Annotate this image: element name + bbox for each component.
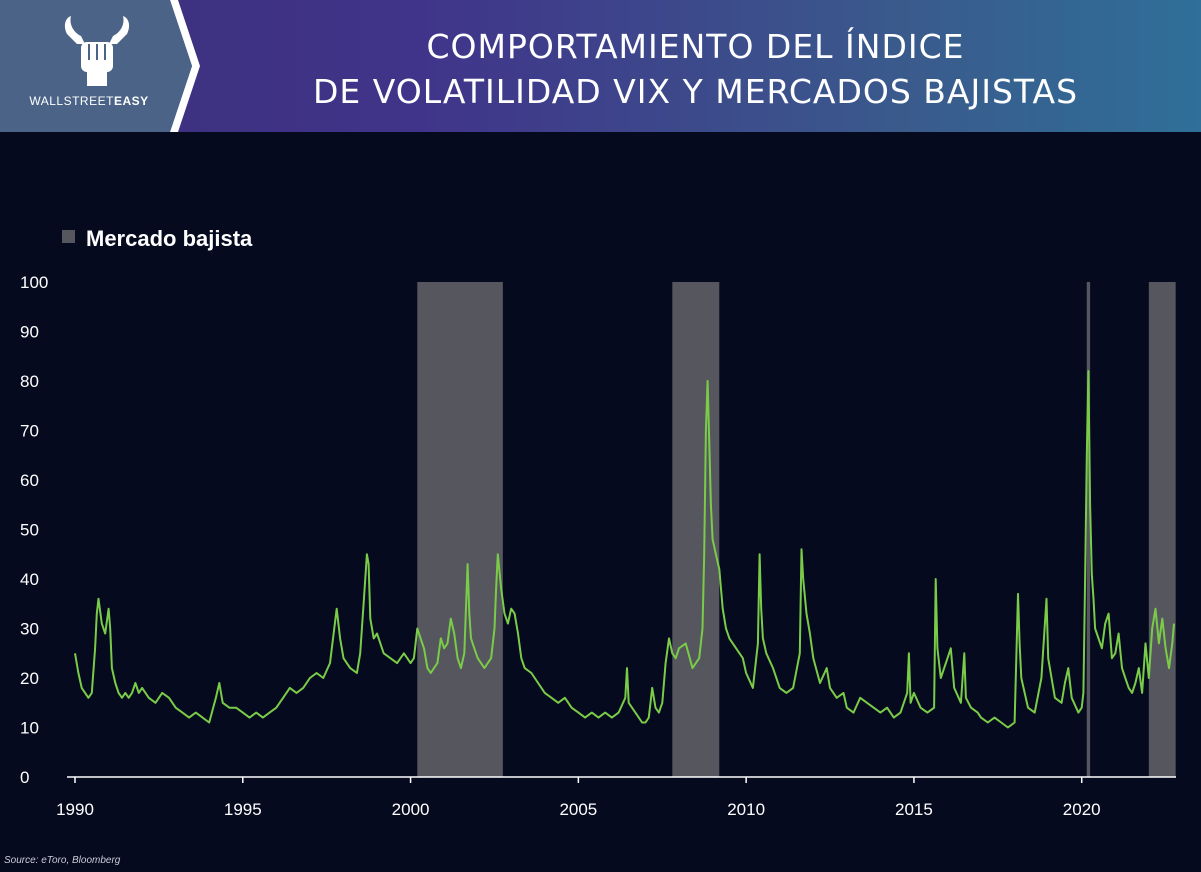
y-tick-label: 40 (20, 570, 39, 589)
source-note: Source: eToro, Bloomberg (4, 855, 121, 866)
bear-market-band-2 (1086, 282, 1091, 777)
x-tick-label: 2010 (727, 800, 765, 819)
x-tick-label: 2020 (1063, 800, 1101, 819)
y-tick-label: 0 (20, 768, 29, 787)
x-axis: 1990 1995 2000 2005 2010 2015 2020 (56, 776, 1176, 819)
y-tick-label: 100 (20, 273, 48, 292)
y-tick-label: 60 (20, 471, 39, 490)
y-tick-label: 80 (20, 372, 39, 391)
title-line-2: DE VOLATILIDAD VIX Y MERCADOS BAJISTAS (312, 72, 1079, 111)
y-tick-label: 30 (20, 620, 39, 639)
y-axis: 0 10 20 30 40 50 60 70 80 90 100 (20, 273, 48, 787)
y-tick-label: 70 (20, 422, 39, 441)
brand-name-part1: WALLSTREET (29, 94, 114, 108)
bear-market-band-3 (1148, 282, 1176, 777)
x-tick-label: 2005 (559, 800, 597, 819)
y-tick-label: 20 (20, 669, 39, 688)
title-line-1: COMPORTAMIENTO DEL ÍNDICE (426, 27, 965, 66)
vix-chart: 0 10 20 30 40 50 60 70 80 90 100 1990 1995 2000 2005 2… (20, 226, 1176, 819)
x-tick-label: 1990 (56, 800, 94, 819)
bull-fist-icon (64, 16, 130, 86)
x-tick-label: 2015 (895, 800, 933, 819)
brand-name-part2: EASY (113, 94, 149, 108)
x-tick-label: 1995 (224, 800, 262, 819)
vix-series-line (74, 370, 1175, 729)
page-title: COMPORTAMIENTO DEL ÍNDICE DE VOLATILIDAD… (190, 24, 1201, 114)
legend-swatch (62, 230, 75, 243)
legend-label: Mercado bajista (86, 226, 253, 251)
y-tick-label: 50 (20, 521, 39, 540)
y-tick-label: 10 (20, 719, 39, 738)
header-banner: WALLSTREETEASY COMPORTAMIENTO DEL ÍNDICE… (0, 0, 1201, 132)
legend: Mercado bajista (62, 226, 253, 251)
x-tick-label: 2000 (392, 800, 430, 819)
y-tick-label: 90 (20, 323, 39, 342)
bear-market-band-0 (417, 282, 503, 777)
bear-market-bands (417, 282, 1176, 777)
brand-name: WALLSTREETEASY (0, 94, 178, 108)
